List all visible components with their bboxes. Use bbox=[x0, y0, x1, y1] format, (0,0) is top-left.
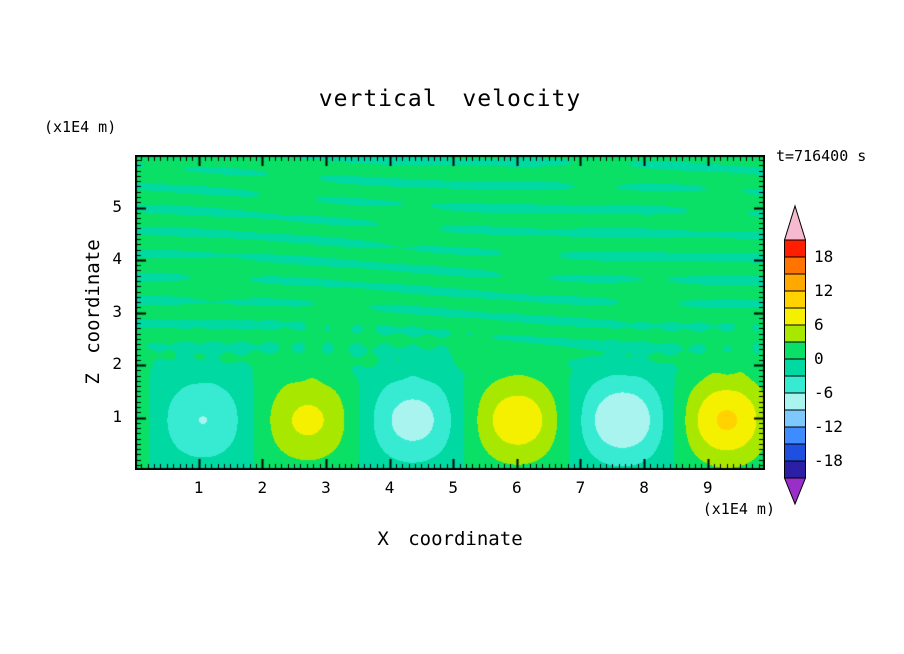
colorbar-segment bbox=[784, 392, 806, 411]
x-tick-label: 6 bbox=[511, 478, 522, 497]
colorbar-tick-label: -6 bbox=[814, 383, 834, 402]
colorbar-arrow-down bbox=[783, 477, 807, 506]
colorbar-tick-label: 18 bbox=[814, 247, 834, 266]
colorbar-segment bbox=[784, 256, 806, 275]
colorbar-tick-label: 0 bbox=[814, 349, 824, 368]
colorbar-segment bbox=[784, 273, 806, 292]
time-label: t=716400 s bbox=[776, 147, 867, 165]
colorbar-arrow-up bbox=[783, 204, 807, 241]
colorbar-segment bbox=[784, 324, 806, 343]
colorbar-segment bbox=[784, 290, 806, 309]
colorbar-segment bbox=[784, 341, 806, 360]
colorbar-segment bbox=[784, 375, 806, 394]
x-tick-label: 4 bbox=[384, 478, 395, 497]
chart-title: vertical velocity bbox=[318, 86, 582, 112]
contour-plot-canvas bbox=[135, 155, 765, 470]
x-tick-label: 2 bbox=[257, 478, 268, 497]
y-tick-label: 4 bbox=[112, 249, 122, 268]
x-axis-unit-label: (x1E4 m) bbox=[702, 500, 775, 518]
colorbar-tick-labels: 18 12 6 0 -6 -12 -18 bbox=[814, 200, 874, 512]
colorbar-segment bbox=[784, 426, 806, 445]
x-tick-labels: 1 2 3 4 5 6 7 8 9 bbox=[135, 478, 765, 502]
x-tick-label: 9 bbox=[702, 478, 713, 497]
x-tick-label: 7 bbox=[575, 478, 586, 497]
x-axis-title: X coordinate bbox=[377, 528, 523, 550]
z-axis-unit-label: (x1E4 m) bbox=[44, 118, 117, 136]
colorbar-tick-label: -18 bbox=[814, 451, 843, 470]
y-tick-labels: 1 2 3 4 5 bbox=[64, 155, 122, 470]
colorbar-tick-label: -12 bbox=[814, 417, 843, 436]
x-tick-label: 5 bbox=[448, 478, 458, 497]
x-tick-label: 3 bbox=[321, 478, 331, 497]
x-tick-label: 1 bbox=[193, 478, 204, 497]
y-tick-label: 1 bbox=[112, 406, 122, 426]
colorbar bbox=[783, 204, 807, 506]
y-tick-label: 5 bbox=[112, 196, 122, 216]
y-tick-label: 2 bbox=[112, 354, 122, 373]
colorbar-segment bbox=[784, 307, 806, 326]
colorbar-segment bbox=[784, 239, 806, 258]
colorbar-tick-label: 12 bbox=[814, 281, 834, 300]
x-tick-label: 8 bbox=[639, 478, 649, 497]
colorbar-segment bbox=[784, 409, 806, 428]
colorbar-segment bbox=[784, 443, 806, 462]
colorbar-tick-label: 6 bbox=[814, 315, 824, 334]
colorbar-segment bbox=[784, 460, 806, 479]
colorbar-segment bbox=[784, 358, 806, 377]
y-tick-label: 3 bbox=[112, 301, 122, 321]
